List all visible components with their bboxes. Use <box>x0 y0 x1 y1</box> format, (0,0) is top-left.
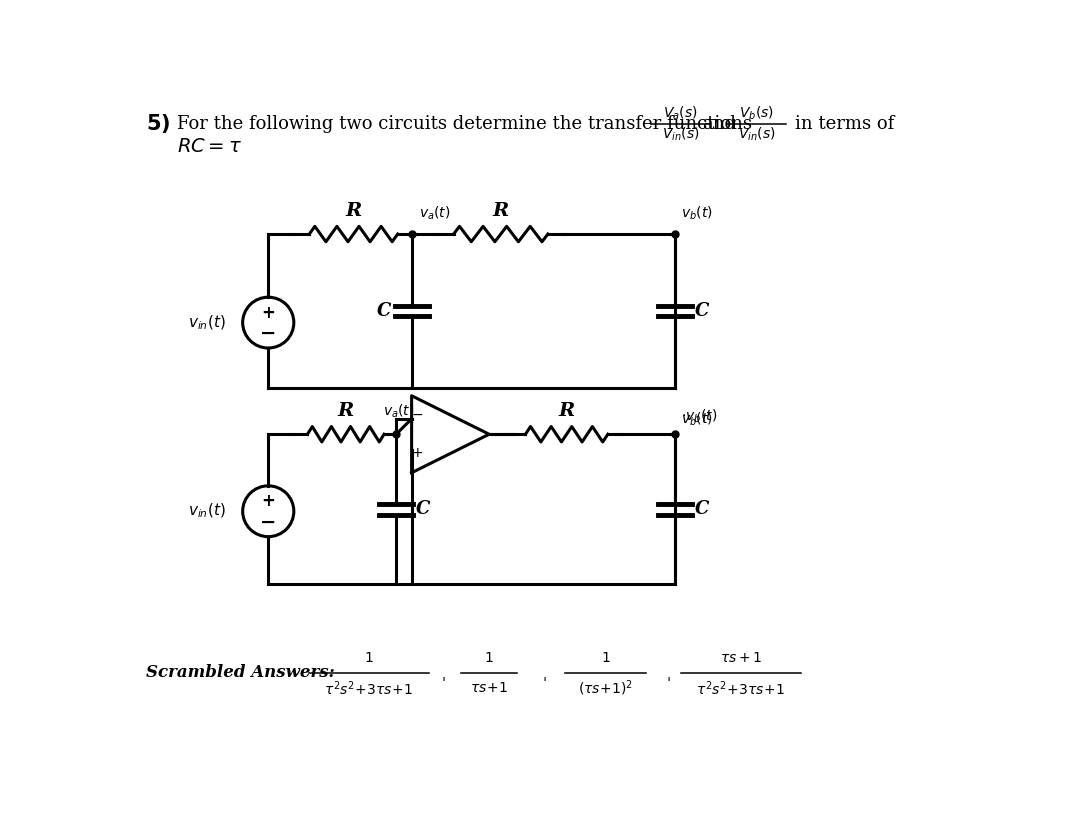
Text: $v_a(t)$: $v_a(t)$ <box>383 403 415 420</box>
Text: $1$: $1$ <box>365 650 373 664</box>
Text: For the following two circuits determine the transfer functions: For the following two circuits determine… <box>177 115 751 133</box>
Text: C: C <box>416 500 430 518</box>
Text: R: R <box>337 402 354 420</box>
Text: $\mathbf{5)}$: $\mathbf{5)}$ <box>146 112 170 135</box>
Text: C: C <box>696 302 710 320</box>
Text: ': ' <box>667 677 676 691</box>
Text: ': ' <box>543 677 551 691</box>
Text: $V_{in}(s)$: $V_{in}(s)$ <box>738 126 775 144</box>
Text: ': ' <box>442 677 451 691</box>
Text: in terms of: in terms of <box>795 115 894 133</box>
Text: $(\tau s\!+\!1)^2$: $(\tau s\!+\!1)^2$ <box>578 678 633 698</box>
Text: +: + <box>412 447 423 461</box>
Text: $RC = \tau$: $RC = \tau$ <box>177 138 241 156</box>
Text: $\tau^2s^2\!+\!3\tau s\!+\!1$: $\tau^2s^2\!+\!3\tau s\!+\!1$ <box>324 679 414 698</box>
Text: R: R <box>558 402 574 420</box>
Text: −: − <box>260 512 276 531</box>
Text: $1$: $1$ <box>485 650 494 664</box>
Text: $v_b(t)$: $v_b(t)$ <box>681 204 713 222</box>
Text: −: − <box>260 323 276 343</box>
Text: $\tau s+1$: $\tau s+1$ <box>720 650 762 664</box>
Text: $v_b(t)$: $v_b(t)$ <box>681 410 713 428</box>
Text: R: R <box>345 202 361 220</box>
Text: $v_{in}(t)$: $v_{in}(t)$ <box>188 314 226 332</box>
Text: $\tau s\!+\!1$: $\tau s\!+\!1$ <box>471 681 508 695</box>
Text: $1$: $1$ <box>601 650 610 664</box>
Text: C: C <box>378 302 392 320</box>
Text: R: R <box>492 202 509 220</box>
Text: $V_a(s)$: $V_a(s)$ <box>663 104 698 122</box>
Text: and: and <box>702 115 736 133</box>
Text: $v_{in}(t)$: $v_{in}(t)$ <box>188 502 226 521</box>
Text: Scrambled Answers:: Scrambled Answers: <box>146 664 334 681</box>
Text: $V_{in}(s)$: $V_{in}(s)$ <box>662 126 699 144</box>
Text: $v_a(t)$: $v_a(t)$ <box>419 204 451 222</box>
Text: C: C <box>696 500 710 518</box>
Text: $V_b(s)$: $V_b(s)$ <box>739 104 774 122</box>
Text: +: + <box>261 304 275 322</box>
Text: +: + <box>261 493 275 510</box>
Text: $\tau^2s^2\!+\!3\tau s\!+\!1$: $\tau^2s^2\!+\!3\tau s\!+\!1$ <box>697 679 785 698</box>
Text: −: − <box>412 408 423 422</box>
Text: $\cdot v_b(t)$: $\cdot v_b(t)$ <box>680 407 716 425</box>
